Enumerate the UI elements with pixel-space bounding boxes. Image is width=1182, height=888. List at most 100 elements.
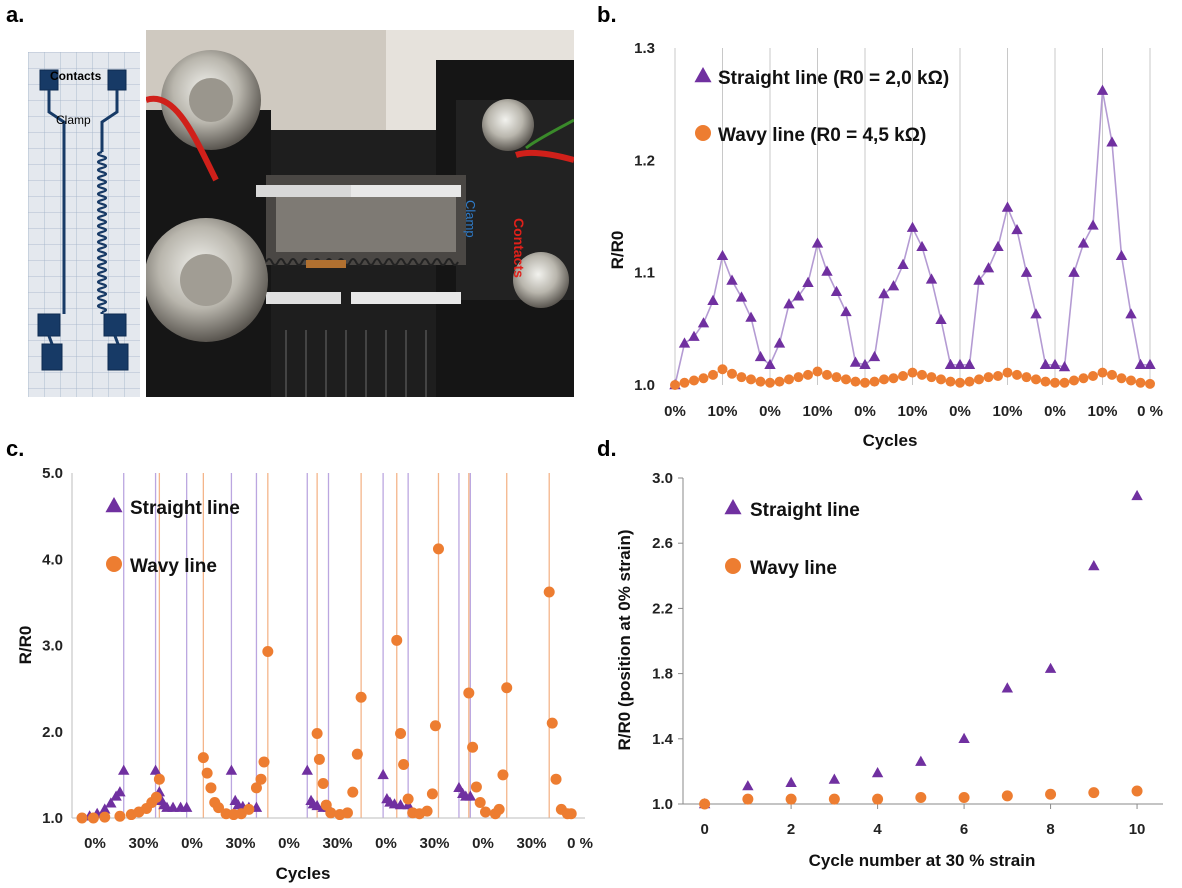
data-point-wavy-d xyxy=(828,793,840,805)
y-tick-label-b: 1.2 xyxy=(634,152,655,169)
data-point-wavy-c xyxy=(550,773,562,785)
data-point-wavy-b xyxy=(803,369,813,380)
data-point-wavy-c xyxy=(213,802,225,814)
data-point-wavy-c xyxy=(429,720,441,732)
data-point-wavy-b xyxy=(974,374,984,385)
data-point-wavy-b xyxy=(1069,375,1079,386)
y-tick-label-c: 2.0 xyxy=(42,724,63,741)
data-point-wavy-d xyxy=(1045,788,1057,800)
data-point-wavy-b xyxy=(746,374,756,385)
data-point-wavy-c xyxy=(341,807,353,819)
data-point-straight-b xyxy=(935,313,947,325)
y-tick-label-d: 2.2 xyxy=(652,600,673,617)
data-point-wavy-b xyxy=(964,376,975,387)
panel-label-d: d. xyxy=(597,436,617,461)
data-point-straight-b xyxy=(982,262,995,273)
data-point-wavy-c xyxy=(258,756,270,768)
data-point-straight-b xyxy=(773,337,786,348)
data-point-straight-b xyxy=(897,258,909,270)
data-point-straight-b xyxy=(868,350,881,362)
data-point-wavy-b xyxy=(1107,369,1117,380)
y-tick-label-c: 3.0 xyxy=(42,638,63,655)
data-point-wavy-b xyxy=(850,376,861,387)
data-point-wavy-c xyxy=(76,812,88,824)
data-point-wavy-b xyxy=(1050,377,1060,388)
legend-label-wavy-b: Wavy line (R0 = 4,5 kΩ) xyxy=(718,125,926,146)
x-tick-label-c: 0% xyxy=(375,835,397,852)
data-point-wavy-b xyxy=(907,367,918,378)
panel-label-c: c. xyxy=(6,436,25,461)
data-point-wavy-b xyxy=(1088,371,1098,382)
x-axis-title-d: Cycle number at 30 % strain xyxy=(809,851,1036,870)
data-point-straight-b xyxy=(963,358,976,369)
x-tick-label-c: 30% xyxy=(128,835,158,852)
data-point-wavy-c xyxy=(114,810,126,822)
contacts-label: Contacts xyxy=(50,69,102,83)
data-point-wavy-b xyxy=(1002,367,1013,378)
x-tick-label-b: 10% xyxy=(707,403,737,420)
data-point-wavy-b xyxy=(1059,377,1070,388)
data-point-straight-b xyxy=(1106,136,1118,147)
data-point-wavy-c xyxy=(153,773,165,785)
x-tick-label-d: 2 xyxy=(787,821,795,838)
data-point-wavy-c xyxy=(398,759,410,771)
data-point-wavy-c xyxy=(546,717,558,729)
y-tick-label-d: 2.6 xyxy=(652,535,673,552)
data-point-wavy-c xyxy=(480,806,492,818)
x-tick-label-b: 0 % xyxy=(1137,403,1163,420)
x-axis-title-c: Cycles xyxy=(276,864,331,883)
data-point-wavy-b xyxy=(736,372,747,383)
data-point-wavy-b xyxy=(841,374,851,385)
data-point-wavy-b xyxy=(888,373,899,384)
data-point-straight-d xyxy=(915,755,927,766)
data-point-straight-c xyxy=(377,768,389,780)
y-tick-label-b: 1.3 xyxy=(634,40,655,57)
data-point-straight-b xyxy=(916,240,928,252)
printed-sample-drawing: Contacts Clamp xyxy=(28,52,140,397)
data-point-wavy-b xyxy=(1078,373,1089,384)
data-point-straight-b xyxy=(878,288,890,299)
data-point-wavy-b xyxy=(1135,377,1146,388)
rig-contacts-label: Contacts xyxy=(511,218,527,278)
data-point-wavy-b xyxy=(793,372,804,383)
legend-label-straight-b: Straight line (R0 = 2,0 kΩ) xyxy=(718,68,949,89)
data-point-wavy-b xyxy=(689,375,699,386)
legend-label-wavy-d: Wavy line xyxy=(750,558,837,579)
data-point-wavy-c xyxy=(432,543,444,555)
data-point-wavy-c xyxy=(313,753,325,765)
y-axis-title-d: R/R0 (position at 0% strain) xyxy=(615,529,634,750)
legend-label-straight-c: Straight line xyxy=(130,498,240,519)
data-point-straight-b xyxy=(925,273,938,284)
x-tick-label-c: 0 % xyxy=(567,835,593,852)
data-point-wavy-b xyxy=(993,371,1003,382)
x-tick-label-c: 30% xyxy=(322,835,352,852)
data-point-straight-b xyxy=(745,311,757,322)
data-point-wavy-c xyxy=(87,812,99,824)
data-point-wavy-c xyxy=(243,803,255,815)
data-point-wavy-b xyxy=(1040,376,1051,387)
data-point-wavy-c xyxy=(402,793,414,805)
data-point-wavy-b xyxy=(1097,367,1108,378)
y-tick-label-d: 1.4 xyxy=(652,731,674,748)
data-point-straight-b xyxy=(1115,249,1128,261)
data-point-straight-c xyxy=(180,801,193,812)
data-point-wavy-b xyxy=(1145,378,1155,389)
x-axis-title-b: Cycles xyxy=(863,431,918,450)
legend-marker-wavy-d xyxy=(725,558,741,574)
data-point-wavy-c xyxy=(391,634,403,646)
data-point-straight-b xyxy=(944,358,957,369)
data-point-wavy-b xyxy=(1012,369,1022,380)
data-point-wavy-d xyxy=(1131,785,1143,797)
data-point-wavy-b xyxy=(869,376,880,387)
data-point-straight-b xyxy=(1011,223,1023,235)
data-point-straight-d xyxy=(1131,489,1143,501)
data-point-wavy-b xyxy=(774,376,785,387)
x-tick-label-d: 6 xyxy=(960,821,968,838)
legend-label-wavy-c: Wavy line xyxy=(130,556,217,577)
data-point-straight-b xyxy=(1020,266,1033,277)
data-point-wavy-b xyxy=(812,366,823,377)
data-point-wavy-c xyxy=(197,752,209,764)
x-tick-label-b: 10% xyxy=(992,403,1022,420)
x-tick-label-d: 0 xyxy=(700,821,708,838)
data-point-wavy-b xyxy=(831,372,842,383)
